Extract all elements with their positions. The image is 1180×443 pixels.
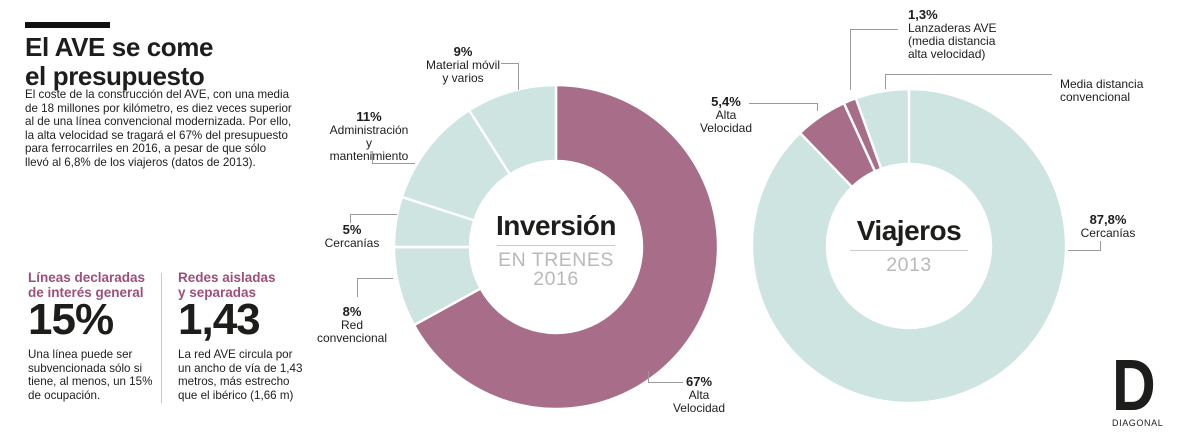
callout-administracion-name: Administración y mantenimiento bbox=[329, 123, 409, 163]
diagonal-logo-letter: D bbox=[1112, 346, 1156, 426]
callout-lanzaderas-name: Lanzaderas AVE (media distancia alta vel… bbox=[908, 21, 997, 61]
callout-media-distancia: Media distancia convencional bbox=[1060, 78, 1172, 104]
callout-red-convencional: 8% Red convencional bbox=[312, 305, 392, 345]
stats-divider bbox=[161, 273, 162, 403]
callout-via-cercanias: 87,8% Cercanías bbox=[1072, 213, 1144, 240]
stat-redes-value: 1,43 bbox=[178, 295, 261, 344]
callout-media-distancia-name: Media distancia convencional bbox=[1060, 77, 1144, 104]
viajeros-center: Viajeros 2013 bbox=[809, 217, 1009, 275]
callout-material-movil-pct: 9% bbox=[453, 44, 473, 59]
callout-red-convencional-pct: 8% bbox=[342, 304, 362, 319]
stat-lineas-caption: Una línea puede ser subvencionada sólo s… bbox=[28, 348, 153, 402]
callout-material-movil-name: Material móvil y varios bbox=[425, 58, 500, 85]
inversion-center: Inversión EN TRENES 2016 bbox=[456, 210, 656, 290]
donut-0-slice-0 bbox=[412, 83, 720, 411]
connector-line bbox=[850, 29, 898, 30]
connector-line bbox=[885, 74, 1052, 75]
connector-line bbox=[372, 151, 373, 163]
callout-via-alta-velocidad: 5,4% Alta Velocidad bbox=[690, 95, 762, 135]
donut-1-slice-3 bbox=[854, 87, 911, 171]
stat-redes-heading: Redes aisladas y separadas bbox=[178, 270, 276, 300]
callout-administracion: 11% Administración y mantenimiento bbox=[327, 110, 411, 163]
stat-lineas-heading: Líneas declaradas de interés general bbox=[28, 270, 146, 300]
connector-line bbox=[1068, 250, 1101, 251]
connector-line bbox=[357, 278, 393, 279]
connector-line bbox=[357, 278, 358, 297]
callout-lanzaderas: 1,3% Lanzaderas AVE (media distancia alt… bbox=[908, 8, 1024, 61]
callout-via-cercanias-name: Cercanías bbox=[1080, 226, 1136, 240]
callout-inv-cercanias: 5% Cercanías bbox=[316, 223, 388, 250]
connector-line bbox=[885, 74, 886, 89]
inversion-donut bbox=[392, 83, 720, 411]
connector-line bbox=[648, 382, 683, 383]
stat-lineas-value: 15% bbox=[28, 295, 114, 344]
connector-line bbox=[350, 214, 351, 223]
callout-inv-cercanias-pct: 5% bbox=[342, 222, 362, 237]
connector-line bbox=[350, 214, 397, 215]
viajeros-subtitle: 2013 bbox=[886, 254, 932, 276]
callout-via-alta-velocidad-name: Alta Velocidad bbox=[699, 108, 753, 135]
callout-inv-alta-velocidad-name: Alta Velocidad bbox=[672, 388, 726, 415]
inversion-subtitle: EN TRENES 2016 bbox=[498, 249, 614, 290]
stat-redes-caption: La red AVE circula por un ancho de vía d… bbox=[178, 348, 303, 402]
callout-via-cercanias-pct: 87,8% bbox=[1089, 212, 1127, 227]
title-accent-bar bbox=[25, 22, 110, 28]
intro-paragraph: El coste de la construcción del AVE, con… bbox=[25, 88, 292, 169]
connector-line bbox=[501, 63, 518, 64]
diagonal-logo: D DIAGONAL bbox=[1112, 346, 1164, 428]
donut-0-slice-4 bbox=[468, 83, 558, 176]
callout-red-convencional-name: Red convencional bbox=[316, 318, 388, 345]
connector-line bbox=[648, 371, 649, 382]
connector-line bbox=[518, 63, 519, 90]
connector-line bbox=[372, 163, 415, 164]
callout-administracion-pct: 11% bbox=[356, 109, 382, 124]
inversion-rule bbox=[497, 245, 615, 246]
callout-via-alta-velocidad-pct: 5,4% bbox=[711, 94, 741, 109]
viajeros-title: Viajeros bbox=[856, 215, 962, 246]
connector-line bbox=[749, 103, 817, 104]
callout-material-movil: 9% Material móvil y varios bbox=[417, 45, 509, 85]
connector-line bbox=[1100, 241, 1101, 250]
viajeros-rule bbox=[850, 250, 968, 251]
callout-inv-alta-velocidad-pct: 67% bbox=[685, 374, 713, 389]
page-title: El AVE se come el presupuesto bbox=[25, 32, 214, 91]
viajeros-donut bbox=[750, 87, 1068, 405]
callout-inv-cercanias-name: Cercanías bbox=[324, 236, 380, 250]
inversion-title: Inversión bbox=[496, 210, 616, 241]
diagonal-logo-name: DIAGONAL bbox=[1112, 418, 1164, 428]
callout-lanzaderas-pct: 1,3% bbox=[908, 7, 938, 22]
callout-inv-alta-velocidad: 67% Alta Velocidad bbox=[663, 375, 735, 415]
connector-line bbox=[850, 29, 851, 90]
connector-line bbox=[817, 103, 818, 111]
donut-1-slice-0 bbox=[750, 87, 1068, 405]
